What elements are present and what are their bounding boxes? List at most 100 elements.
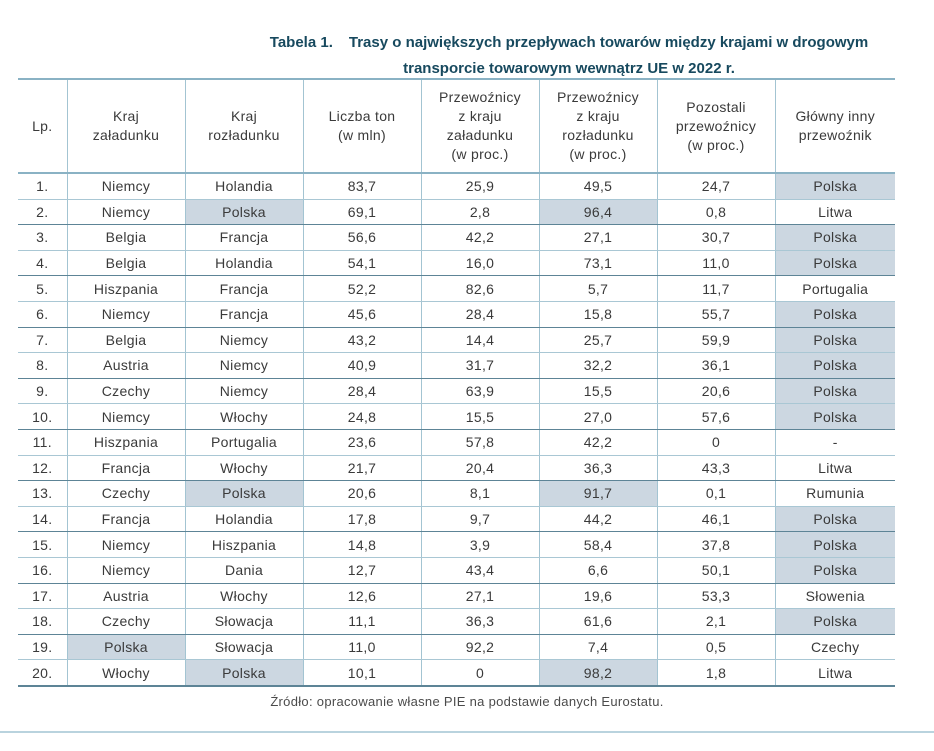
cell-unload_pct: 96,4 — [538, 199, 657, 226]
cell-load: Austria — [66, 583, 185, 610]
cell-other_pct: 46,1 — [656, 506, 775, 533]
source-note: Źródło: opracowanie własne PIE na podsta… — [270, 694, 664, 709]
table-row: 20. Włochy Polska 10,1 0 98,2 1,8 Litwa — [18, 659, 895, 687]
column-header-load: Kraj załadunku — [66, 79, 185, 174]
cell-main: Polska — [774, 352, 895, 379]
table-caption-title-line1: Trasy o największych przepływach towarów… — [348, 34, 869, 51]
table-body: 1. Niemcy Holandia 83,7 25,9 49,5 24,7 Polska 2.… — [18, 173, 895, 687]
cell-lp: 13. — [18, 480, 67, 507]
cell-load_pct: 28,4 — [420, 301, 539, 328]
table-header: Lp. Kraj załadunku Kraj rozładunku Liczb… — [18, 79, 895, 174]
table-row: 14. Francja Holandia 17,8 9,7 44,2 46,1 Polska — [18, 506, 895, 533]
cell-load_pct: 0 — [420, 659, 539, 687]
cell-unload_pct: 44,2 — [538, 506, 657, 533]
cell-load_pct: 27,1 — [420, 583, 539, 610]
cell-unload: Włochy — [184, 403, 303, 430]
cell-load: Niemcy — [66, 199, 185, 226]
cell-main: Polska — [774, 327, 895, 354]
cell-unload_pct: 73,1 — [538, 250, 657, 277]
cell-other_pct: 0 — [656, 429, 775, 456]
cell-load: Niemcy — [66, 173, 185, 200]
cell-other_pct: 2,1 — [656, 608, 775, 635]
cell-unload_pct: 58,4 — [538, 531, 657, 558]
cell-unload_pct: 32,2 — [538, 352, 657, 379]
cell-lp: 5. — [18, 275, 67, 302]
cell-tons: 10,1 — [302, 659, 421, 687]
cell-tons: 11,0 — [302, 634, 421, 661]
table-row: 7. Belgia Niemcy 43,2 14,4 25,7 59,9 Polska — [18, 327, 895, 354]
cell-unload: Włochy — [184, 455, 303, 482]
cell-other_pct: 20,6 — [656, 378, 775, 405]
cell-load_pct: 2,8 — [420, 199, 539, 226]
cell-load_pct: 42,2 — [420, 224, 539, 251]
cell-lp: 20. — [18, 659, 67, 687]
table-row: 17. Austria Włochy 12,6 27,1 19,6 53,3 Słowenia — [18, 583, 895, 610]
cell-unload: Holandia — [184, 173, 303, 200]
cell-other_pct: 30,7 — [656, 224, 775, 251]
cell-lp: 2. — [18, 199, 67, 226]
table-caption-title-line2: transporcie towarowym wewnątrz UE w 2022… — [403, 60, 735, 77]
cell-tons: 14,8 — [302, 531, 421, 558]
cell-load_pct: 57,8 — [420, 429, 539, 456]
cell-lp: 4. — [18, 250, 67, 277]
cell-tons: 40,9 — [302, 352, 421, 379]
cell-load_pct: 9,7 — [420, 506, 539, 533]
table-row: 12. Francja Włochy 21,7 20,4 36,3 43,3 Litwa — [18, 455, 895, 482]
cell-load_pct: 20,4 — [420, 455, 539, 482]
cell-load: Niemcy — [66, 403, 185, 430]
cell-load: Francja — [66, 455, 185, 482]
column-header-other-pct: Pozostali przewoźnicy (w proc.) — [656, 79, 775, 174]
cell-load: Francja — [66, 506, 185, 533]
table-row: 5. Hiszpania Francja 52,2 82,6 5,7 11,7 Portuga… — [18, 275, 895, 302]
cell-unload_pct: 7,4 — [538, 634, 657, 661]
cell-unload: Francja — [184, 275, 303, 302]
cell-lp: 11. — [18, 429, 67, 456]
cell-unload: Francja — [184, 224, 303, 251]
cell-unload: Holandia — [184, 506, 303, 533]
cell-lp: 17. — [18, 583, 67, 610]
cell-lp: 18. — [18, 608, 67, 635]
table-row: 1. Niemcy Holandia 83,7 25,9 49,5 24,7 Polska — [18, 173, 895, 200]
cell-unload: Francja — [184, 301, 303, 328]
cell-other_pct: 1,8 — [656, 659, 775, 687]
cell-unload: Polska — [184, 659, 303, 687]
cell-main: Czechy — [774, 634, 895, 661]
cell-lp: 1. — [18, 173, 67, 200]
cell-other_pct: 37,8 — [656, 531, 775, 558]
cell-unload_pct: 49,5 — [538, 173, 657, 200]
cell-main: Polska — [774, 173, 895, 200]
cell-main: Słowenia — [774, 583, 895, 610]
cell-main: Polska — [774, 378, 895, 405]
table-row: 4. Belgia Holandia 54,1 16,0 73,1 11,0 Polska — [18, 250, 895, 277]
cell-load_pct: 14,4 — [420, 327, 539, 354]
cell-load: Czechy — [66, 608, 185, 635]
cell-tons: 12,7 — [302, 557, 421, 584]
cell-unload: Niemcy — [184, 352, 303, 379]
cell-unload: Słowacja — [184, 608, 303, 635]
cell-unload_pct: 36,3 — [538, 455, 657, 482]
cell-load: Niemcy — [66, 557, 185, 584]
cell-main: - — [774, 429, 895, 456]
cell-other_pct: 11,0 — [656, 250, 775, 277]
cell-main: Portugalia — [774, 275, 895, 302]
cell-main: Litwa — [774, 659, 895, 687]
cell-tons: 83,7 — [302, 173, 421, 200]
cell-unload_pct: 42,2 — [538, 429, 657, 456]
column-header-main: Główny inny przewoźnik — [774, 79, 895, 174]
cell-lp: 3. — [18, 224, 67, 251]
cell-load_pct: 43,4 — [420, 557, 539, 584]
column-header-load-pct: Przewoźnicy z kraju załadunku (w proc.) — [420, 79, 539, 174]
cell-load_pct: 15,5 — [420, 403, 539, 430]
table-row: 16. Niemcy Dania 12,7 43,4 6,6 50,1 Polska — [18, 557, 895, 584]
cell-unload: Słowacja — [184, 634, 303, 661]
table-row: 15. Niemcy Hiszpania 14,8 3,9 58,4 37,8 Polska — [18, 531, 895, 558]
cell-main: Polska — [774, 506, 895, 533]
column-header-unload: Kraj rozładunku — [184, 79, 303, 174]
cell-load: Czechy — [66, 378, 185, 405]
table-row: 3. Belgia Francja 56,6 42,2 27,1 30,7 Polska — [18, 224, 895, 251]
cell-load_pct: 92,2 — [420, 634, 539, 661]
cell-load_pct: 36,3 — [420, 608, 539, 635]
cell-load: Czechy — [66, 480, 185, 507]
cell-main: Polska — [774, 531, 895, 558]
table-row: 18. Czechy Słowacja 11,1 36,3 61,6 2,1 Polska — [18, 608, 895, 635]
